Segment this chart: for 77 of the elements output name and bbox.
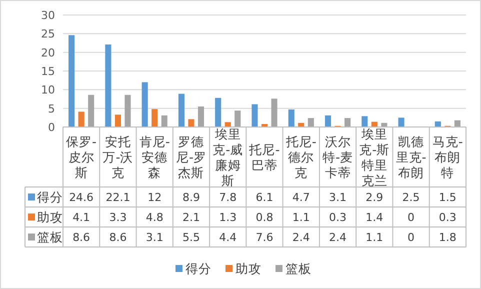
bar — [288, 109, 294, 127]
data-label: 2.4 — [329, 231, 347, 244]
data-label: 4.4 — [219, 231, 237, 244]
bar — [152, 109, 158, 127]
bar — [362, 116, 368, 127]
data-label: 3.3 — [109, 211, 127, 224]
bar — [114, 114, 121, 127]
bar — [398, 118, 404, 127]
x-tick-label: 沃尔特-麦卡蒂 — [322, 134, 354, 180]
data-label: 0.8 — [256, 211, 274, 224]
bar — [105, 44, 112, 127]
y-tick-label: 10 — [41, 84, 55, 97]
data-label: 6.1 — [256, 191, 274, 204]
bar — [188, 119, 194, 127]
data-label: 0 — [408, 231, 415, 244]
bar — [124, 94, 131, 127]
data-label: 0.3 — [438, 211, 456, 224]
bar — [78, 112, 84, 127]
x-tick-label: 凯德里克-布朗 — [396, 134, 426, 180]
bar — [68, 35, 75, 127]
bar — [198, 106, 204, 127]
x-tick-label: 埃里克-斯特里克兰 — [359, 126, 390, 188]
data-label: 7.8 — [219, 191, 237, 204]
bar — [271, 98, 278, 127]
y-tick-label: 15 — [41, 65, 55, 78]
x-tick-label: 马克-布朗特 — [432, 134, 463, 180]
bar — [178, 94, 184, 127]
y-tick-label: 0 — [48, 121, 55, 134]
data-label: 8.6 — [72, 231, 90, 244]
x-tick-label: 安托万-沃克 — [102, 134, 134, 180]
data-label: 4.8 — [146, 211, 164, 224]
y-tick-label: 30 — [41, 9, 55, 22]
bar — [344, 118, 351, 127]
legend-label: 助攻 — [37, 210, 63, 224]
data-label: 7.6 — [256, 231, 274, 244]
data-label: 2.5 — [402, 191, 420, 204]
data-label: 3.1 — [329, 191, 347, 204]
data-label: 0 — [408, 211, 415, 224]
data-label: 8.9 — [182, 191, 200, 204]
y-tick-label: 25 — [41, 28, 55, 41]
bar — [252, 104, 258, 127]
y-tick-label: 5 — [48, 102, 55, 116]
x-tick-label: 保罗-皮尔斯 — [66, 134, 97, 180]
legend-label: 篮板 — [37, 230, 63, 244]
data-label: 5.5 — [182, 231, 200, 244]
x-tick-label: 托尼-巴蒂 — [248, 142, 280, 172]
bar — [324, 115, 332, 127]
data-label: 3.1 — [146, 231, 164, 244]
data-label: 2.1 — [182, 211, 200, 224]
data-label: 1.8 — [438, 231, 456, 244]
legend-label: 得分 — [37, 190, 63, 204]
data-label: 22.1 — [106, 191, 130, 204]
data-label: 1.1 — [366, 231, 384, 244]
data-label: 1.3 — [219, 211, 237, 224]
data-label: 24.6 — [69, 191, 94, 204]
x-tick-label: 罗德尼-罗杰斯 — [176, 134, 206, 180]
data-label: 2.4 — [292, 231, 310, 244]
data-label: 0.3 — [329, 211, 347, 224]
y-tick-label: 20 — [41, 46, 55, 60]
data-label: 1.1 — [292, 211, 310, 224]
data-label: 1.4 — [366, 211, 384, 224]
data-label: 2.9 — [366, 191, 384, 204]
x-tick-label: 托尼-德尔克 — [284, 134, 316, 180]
data-label: 12 — [148, 191, 162, 204]
data-label: 1.5 — [438, 191, 456, 204]
x-tick-label: 肯尼-安德森 — [139, 134, 170, 180]
bar — [224, 122, 231, 127]
bar — [215, 98, 222, 127]
bar — [234, 110, 241, 127]
bar — [308, 118, 314, 127]
data-label: 8.6 — [109, 231, 127, 244]
data-label: 4.1 — [72, 211, 90, 224]
bar — [161, 115, 168, 127]
bar — [142, 82, 148, 127]
data-label: 4.7 — [292, 191, 310, 204]
bar — [88, 94, 94, 127]
x-tick-label: 埃里克-威廉姆斯 — [212, 126, 244, 188]
